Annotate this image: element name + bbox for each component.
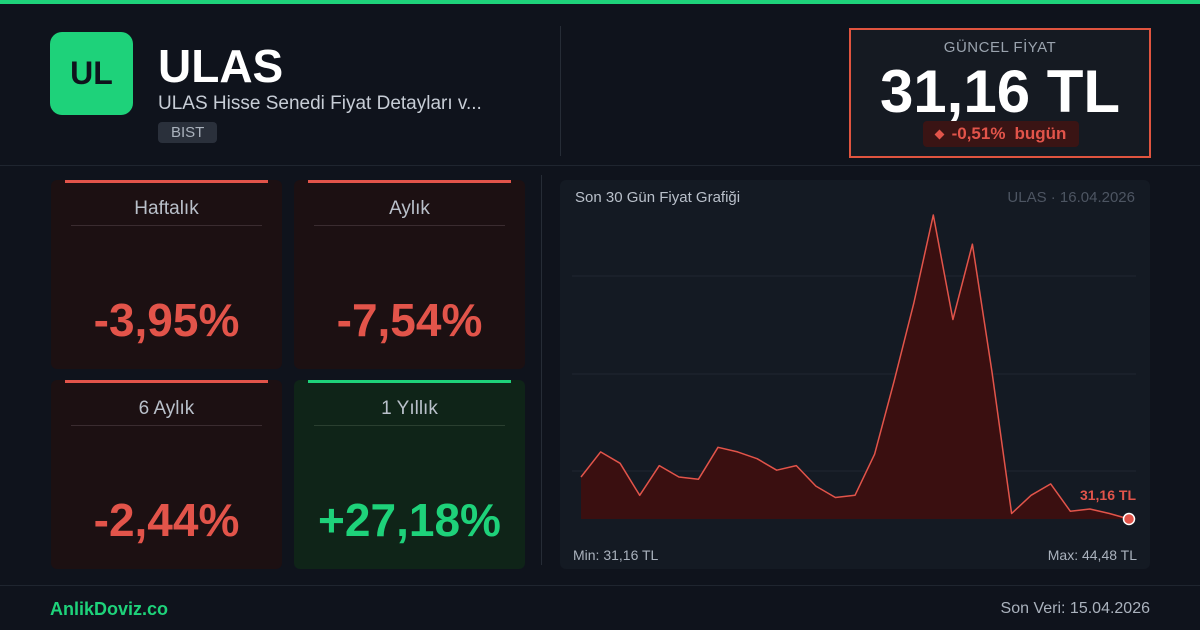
chart-data-point — [717, 446, 719, 448]
chart-data-point — [776, 469, 778, 471]
six-month-change-card: 6 Aylık -2,44% — [51, 380, 282, 569]
chart-area-fill — [581, 215, 1129, 519]
card-rule — [314, 225, 505, 226]
footer-divider — [0, 585, 1200, 586]
chart-data-point — [619, 462, 621, 464]
card-accent — [308, 380, 511, 383]
chart-series-line — [580, 214, 1130, 520]
chart-data-point — [971, 243, 973, 245]
chart-data-point — [756, 458, 758, 460]
price-chart: 31,16 TL — [572, 214, 1136, 526]
chart-last-value-label: 31,16 TL — [1080, 487, 1136, 503]
ticker-logo-text: UL — [70, 55, 113, 91]
down-indicator-icon — [934, 129, 945, 139]
card-label: 6 Aylık — [138, 398, 195, 419]
chart-data-point — [991, 371, 993, 373]
card-value: -2,44% — [93, 494, 240, 546]
card-value: -3,95% — [93, 294, 240, 346]
chart-data-point — [795, 465, 797, 467]
chart-data-point — [580, 476, 582, 478]
weekly-change-card: Haftalık -3,95% — [51, 180, 282, 369]
chart-min-label: Min: 31,16 TL — [573, 547, 659, 563]
card-accent — [65, 180, 268, 183]
daily-change-value: -0,51% — [951, 124, 1006, 143]
card-rule — [71, 225, 262, 226]
chart-data-point — [815, 485, 817, 487]
brand-link[interactable]: AnlikDoviz.co — [50, 599, 169, 619]
chart-data-point — [874, 453, 876, 455]
chart-data-point — [854, 494, 856, 496]
current-price-value: 31,16 TL — [879, 58, 1121, 125]
chart-data-point — [658, 465, 660, 467]
monthly-change-card: Aylık -7,54% — [294, 180, 525, 369]
ticker-symbol: ULAS — [158, 40, 284, 92]
top-accent-bar — [0, 0, 1200, 4]
chart-data-point — [952, 319, 954, 321]
card-rule — [71, 425, 262, 426]
chart-data-point — [1030, 494, 1032, 496]
card-label: Haftalık — [134, 198, 199, 219]
card-label: Aylık — [389, 198, 430, 219]
ticker-logo: UL — [50, 32, 133, 115]
page-subtitle: ULAS Hisse Senedi Fiyat Detayları v... — [158, 93, 482, 114]
chart-title: Son 30 Gün Fiyat Grafiği — [575, 189, 741, 206]
chart-data-point — [1011, 513, 1013, 515]
card-accent — [308, 180, 511, 183]
card-label: 1 Yıllık — [381, 398, 438, 419]
market-badge: BIST — [158, 122, 218, 143]
daily-change-badge: -0,51% bugün — [923, 121, 1079, 147]
chart-data-point — [600, 451, 602, 453]
last-update: Son Veri: 15.04.2026 — [1000, 600, 1150, 617]
chart-data-point — [913, 303, 915, 305]
daily-change-suffix: bugün — [1014, 124, 1067, 143]
header-divider — [560, 26, 561, 156]
chart-meta: ULAS · 16.04.2026 — [1007, 189, 1135, 206]
section-divider — [0, 165, 1200, 166]
card-value: -7,54% — [336, 294, 483, 346]
content-divider — [541, 175, 542, 565]
chart-data-point — [834, 497, 836, 499]
chart-data-point — [678, 476, 680, 478]
chart-data-point — [1089, 508, 1091, 510]
chart-data-point — [639, 494, 641, 496]
chart-data-point — [893, 380, 895, 382]
chart-data-point — [932, 214, 934, 216]
price-chart-panel: 31,16 TL Son 30 Gün Fiyat Grafiği ULAS ·… — [560, 180, 1150, 569]
card-rule — [314, 425, 505, 426]
yearly-change-card: 1 Yıllık +27,18% — [294, 380, 525, 569]
chart-max-label: Max: 44,48 TL — [1047, 547, 1137, 563]
card-value: +27,18% — [318, 494, 501, 546]
chart-data-point — [737, 451, 739, 453]
chart-data-point — [1108, 513, 1110, 515]
current-price-panel: GÜNCEL FİYAT 31,16 TL -0,51% bugün — [849, 28, 1151, 158]
chart-data-point — [1050, 483, 1052, 485]
chart-data-point — [697, 478, 699, 480]
chart-last-point-marker — [1122, 512, 1136, 526]
current-price-label: GÜNCEL FİYAT — [943, 39, 1057, 56]
chart-data-point — [1069, 510, 1071, 512]
card-accent — [65, 380, 268, 383]
